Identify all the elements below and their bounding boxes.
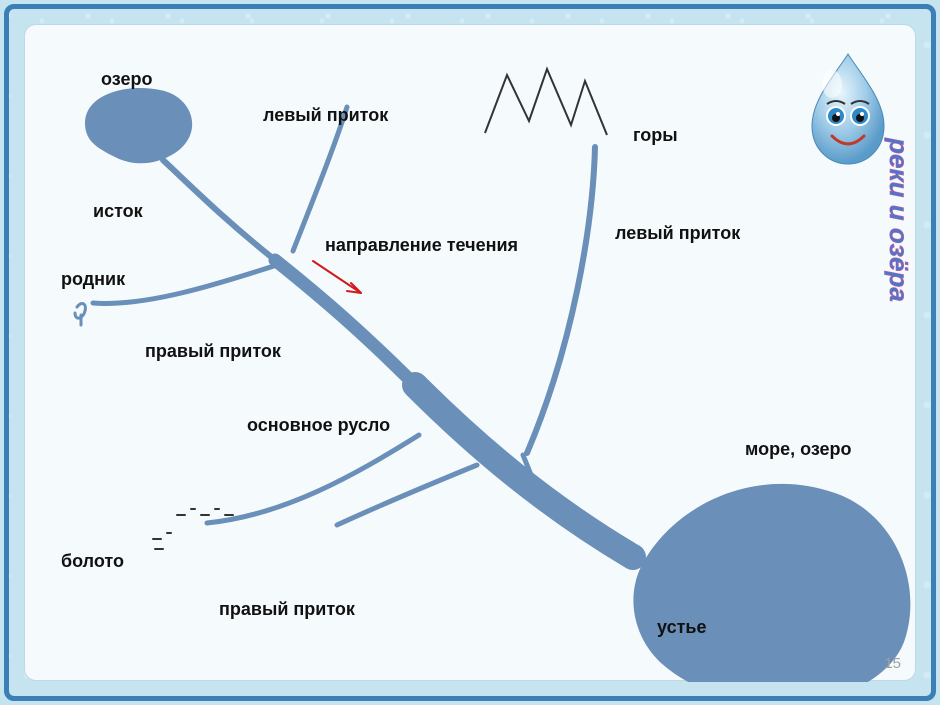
label-pravy-pritok-2: правый приток — [219, 599, 355, 620]
side-wordart: реки и озёра — [850, 110, 930, 330]
label-boloto: болото — [61, 551, 124, 572]
page-number: 15 — [884, 655, 901, 672]
spring-icon — [75, 304, 85, 325]
swamp-icon — [153, 509, 233, 549]
label-osnovnoe-ruslo: основное русло — [247, 415, 390, 436]
lake-shape — [85, 88, 192, 163]
content-panel: озеро левый приток горы исток направлени… — [24, 24, 916, 681]
label-levy-pritok-right: левый приток — [615, 223, 740, 244]
label-levy-pritok-top: левый приток — [263, 105, 388, 126]
tributary-left-mountain — [527, 147, 595, 453]
sea-shape — [633, 484, 910, 682]
label-rodnik: родник — [61, 269, 125, 290]
label-istok: исток — [93, 201, 143, 222]
tributary-right-swamp-b — [337, 465, 477, 525]
label-napravlenie: направление течения — [325, 235, 518, 256]
tributary-right-swamp-a — [207, 435, 419, 523]
flow-arrow-icon — [313, 261, 361, 293]
label-uste: устье — [657, 617, 706, 638]
label-pravy-pritok-1: правый приток — [145, 341, 281, 362]
label-more-ozero: море, озеро — [745, 439, 852, 460]
mountains-icon — [485, 69, 607, 135]
side-wordart-text: реки и озёра — [884, 137, 914, 302]
label-ozero: озеро — [101, 69, 152, 90]
label-gory: горы — [633, 125, 678, 146]
tributary-left-top — [293, 107, 347, 251]
